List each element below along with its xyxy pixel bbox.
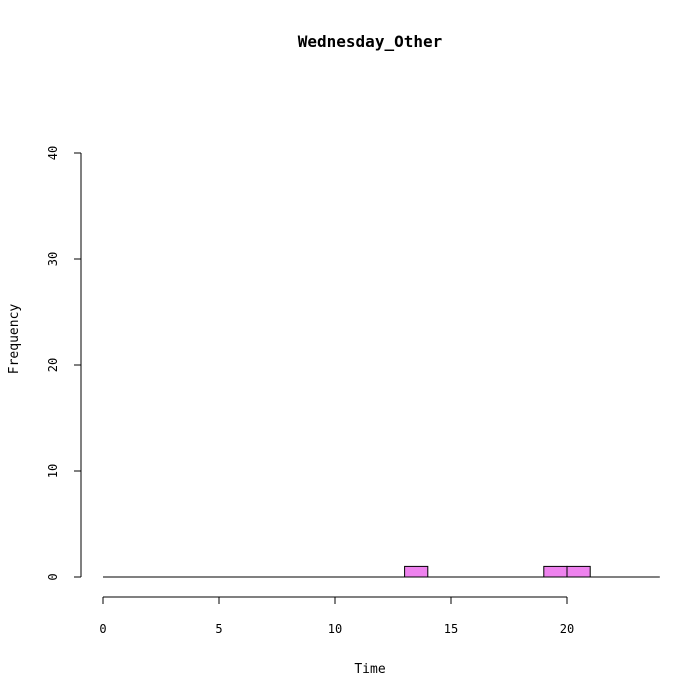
x-tick-label: 20 xyxy=(560,622,574,636)
y-tick-label: 40 xyxy=(46,146,60,160)
y-tick-label: 20 xyxy=(46,358,60,372)
x-tick-label: 10 xyxy=(328,622,342,636)
y-tick-label: 0 xyxy=(46,573,60,580)
x-tick-label: 0 xyxy=(99,622,106,636)
x-axis: 0 5 10 15 20 xyxy=(99,596,574,636)
histogram-bar xyxy=(566,565,591,578)
x-tick-label: 15 xyxy=(444,622,458,636)
y-tick-label: 10 xyxy=(46,464,60,478)
histogram-bar xyxy=(543,565,568,578)
y-axis: 0 10 20 30 40 xyxy=(46,146,82,581)
y-axis-label: Frequency xyxy=(7,304,22,375)
y-tick-label: 30 xyxy=(46,252,60,266)
x-axis-label: Time xyxy=(354,662,385,677)
histogram-bar xyxy=(404,565,429,578)
histogram-bars xyxy=(103,565,660,578)
x-tick-label: 5 xyxy=(215,622,222,636)
chart-title: Wednesday_Other xyxy=(298,32,443,51)
